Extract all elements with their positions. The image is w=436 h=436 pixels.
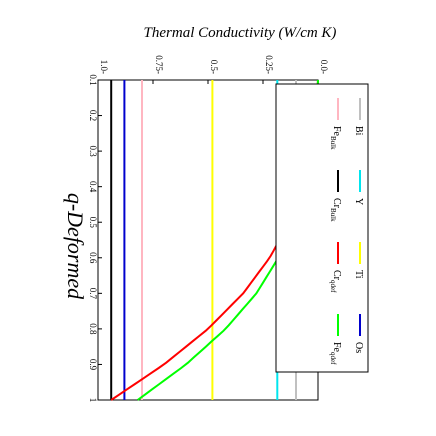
y-tick-label-4: 1.0- (99, 60, 109, 74)
legend-cr-bulk-label: CrBulk (329, 198, 342, 222)
legend-fe-qdef-label: Feqdef (329, 342, 342, 365)
y-tick-label-1: 0.25- (264, 55, 274, 74)
q-deformed-annotation: q-Deformed (63, 193, 88, 300)
x-tick-label-0: 0.1 (88, 74, 98, 85)
x-tick-label-9: 1 (88, 398, 98, 403)
x-tick-label-2: 0.3 (88, 145, 98, 157)
legend-box (275, 83, 369, 373)
y-tick-label-0: 0.0- (319, 60, 329, 74)
x-tick-label-1: 0.2 (88, 110, 98, 121)
chart-title: Thermal Conductivity (W/cm K) (144, 25, 337, 41)
legend-fe-bulk-label: FeBulk (329, 126, 342, 150)
x-tick-label-8: 0.9 (88, 359, 98, 371)
y-tick-label-3: 0.75- (154, 55, 164, 74)
legend-ti-label: Ti (353, 270, 364, 279)
plot-area: 0.0- 0.25- 0.5- 0.75- 1.0-0.1 0.2 0.3 0.4 0.5 0.6… (88, 55, 369, 403)
legend-bi-label: Bi (353, 126, 364, 136)
x-tick-label-3: 0.4 (88, 181, 98, 193)
legend-cr-qdef-label: Crqdef (329, 270, 342, 293)
legend-y-label: Y (353, 198, 364, 205)
y-tick-label-2: 0.5- (209, 60, 219, 74)
legend-os-label: Os (353, 342, 364, 353)
x-tick-label-7: 0.8 (88, 323, 98, 335)
x-tick-label-4: 0.5 (88, 217, 98, 229)
x-tick-label-6: 0.7 (88, 288, 98, 300)
x-tick-label-5: 0.6 (88, 252, 98, 264)
